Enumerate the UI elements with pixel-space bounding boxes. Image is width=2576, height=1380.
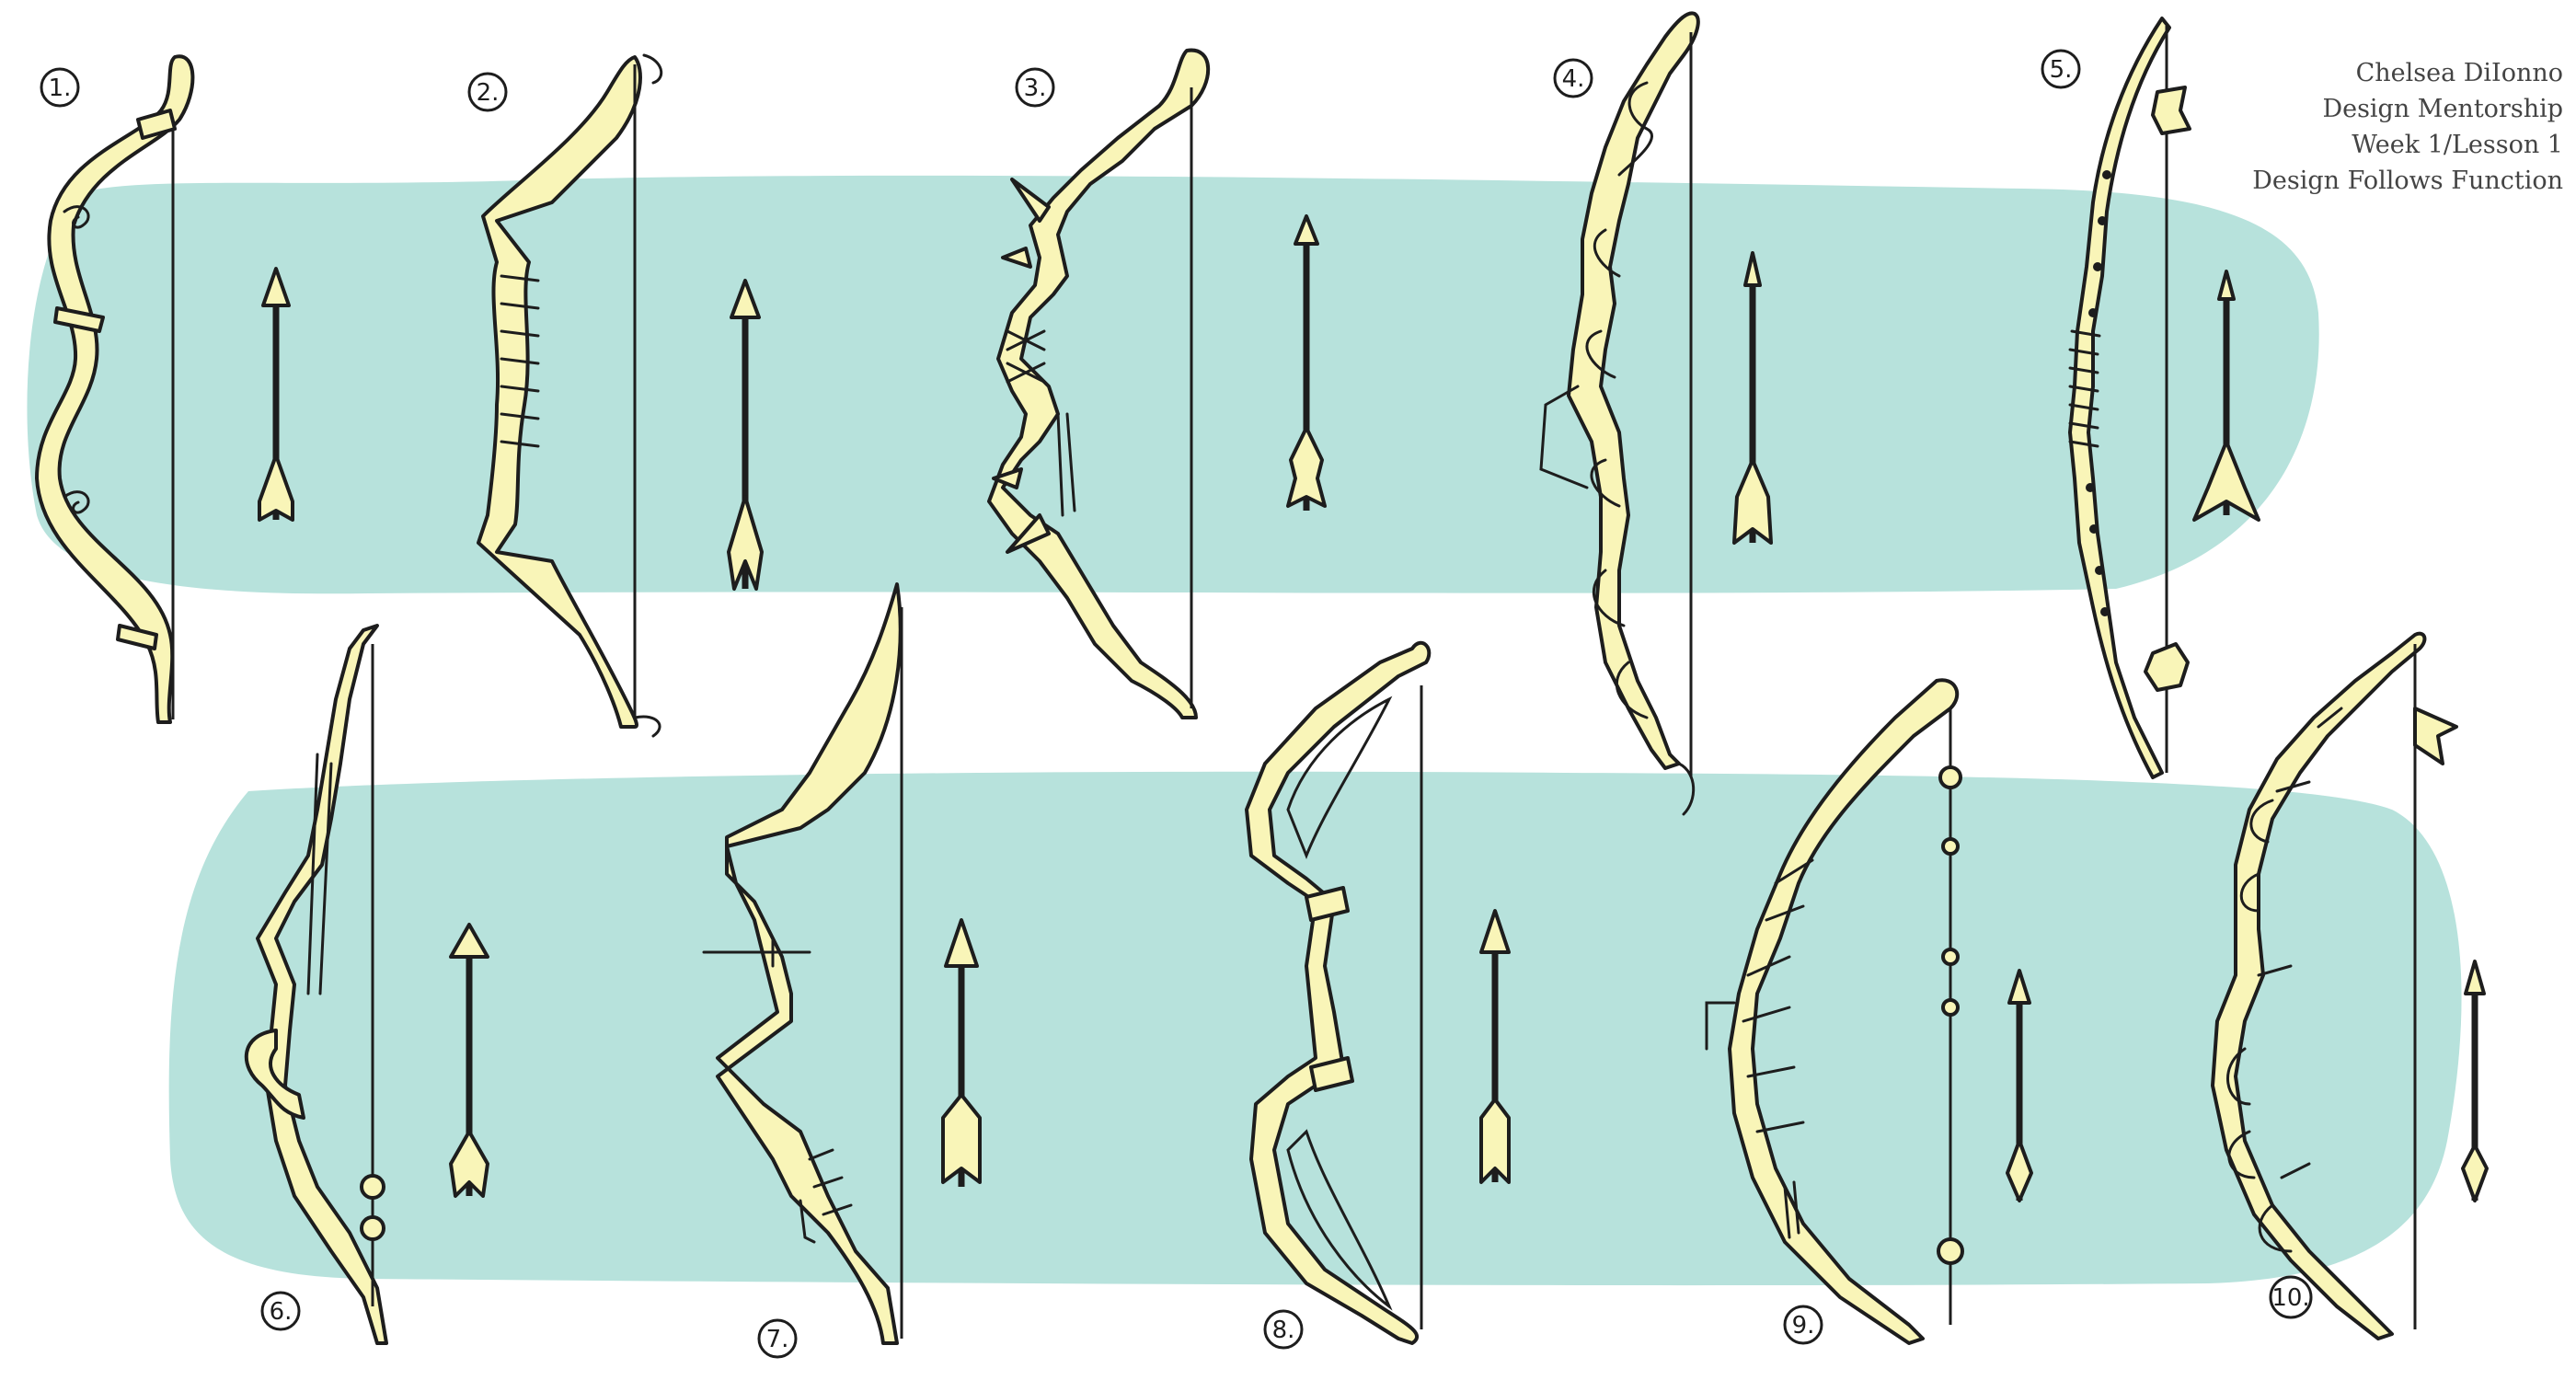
teal-band-top <box>27 176 2318 593</box>
bow-1-upper-wrap <box>138 110 175 138</box>
bow-2-tip-bottom <box>635 717 660 736</box>
label-10-text: 10. <box>2271 1284 2309 1312</box>
arrow-8-fletching <box>1481 1099 1509 1182</box>
label-5-text: 5. <box>2050 56 2073 84</box>
program-name: Design Mentorship <box>2252 91 2563 127</box>
label-7: 7. <box>759 1320 796 1357</box>
label-10: 10. <box>2271 1277 2311 1317</box>
artist-name: Chelsea DiIonno <box>2252 55 2563 91</box>
bow-6-bead-1 <box>362 1176 384 1198</box>
bow-6-bead-2 <box>362 1217 384 1239</box>
label-8-text: 8. <box>1272 1317 1295 1344</box>
label-9: 9. <box>1785 1306 1822 1343</box>
label-3-text: 3. <box>1024 75 1047 102</box>
label-8: 8. <box>1265 1311 1302 1348</box>
label-9-text: 9. <box>1792 1312 1815 1340</box>
bow-10-feather <box>2415 708 2456 764</box>
bow-2-tip-top <box>644 55 661 83</box>
label-4: 4. <box>1555 60 1592 97</box>
label-2-text: 2. <box>477 79 500 107</box>
lesson-label: Week 1/Lesson 1 <box>2252 127 2563 163</box>
arrow-10 <box>2463 961 2487 1201</box>
label-2: 2. <box>469 74 506 110</box>
label-1-text: 1. <box>49 75 72 102</box>
credit-block: Chelsea DiIonno Design Mentorship Week 1… <box>2252 55 2563 199</box>
label-1: 1. <box>41 69 78 106</box>
label-4-text: 4. <box>1562 65 1585 93</box>
arrow-10-fletching <box>2463 1145 2487 1201</box>
label-7-text: 7. <box>766 1326 789 1353</box>
bow-5-feather-bottom <box>2145 644 2188 690</box>
arrow-10-head <box>2466 961 2484 994</box>
label-3: 3. <box>1017 69 1053 106</box>
label-6-text: 6. <box>270 1298 293 1326</box>
lesson-theme: Design Follows Function <box>2252 163 2563 199</box>
bow-5-feather-top <box>2153 87 2190 133</box>
label-5: 5. <box>2042 51 2079 87</box>
label-6: 6. <box>262 1293 299 1329</box>
